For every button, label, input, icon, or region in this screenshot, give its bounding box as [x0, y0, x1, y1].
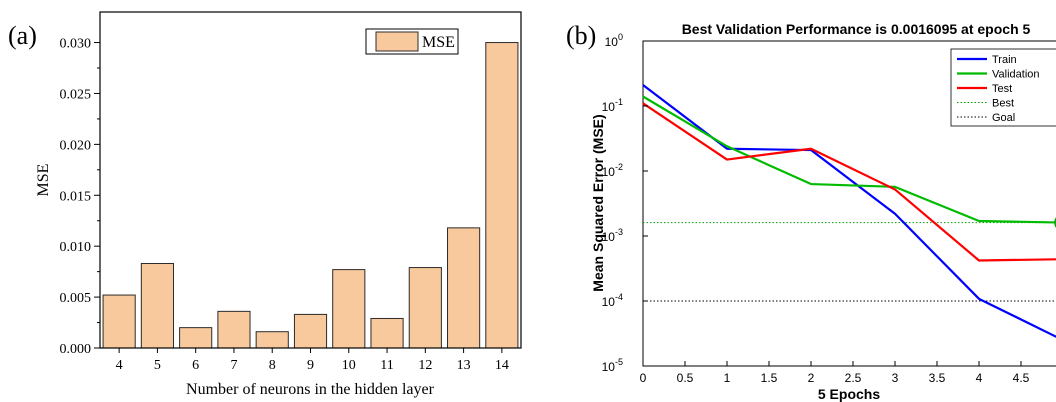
x-tick-label: 4	[976, 371, 983, 385]
y-tick-label: 100	[605, 32, 623, 49]
x-tick-label: 8	[269, 358, 276, 373]
bar-12	[408, 267, 442, 349]
y-tick-label: 0.000	[60, 342, 92, 357]
x-tick-label: 4.5	[1013, 371, 1030, 385]
legend-label-test: Test	[992, 83, 1012, 95]
legend-label-mse: MSE	[422, 34, 455, 51]
y-tick-label: 10-3	[602, 227, 623, 244]
y-tick-label: 0.025	[60, 87, 92, 102]
legend-label-goal: Goal	[992, 112, 1015, 124]
x-tick-label: 5	[154, 358, 161, 373]
mse-bars	[102, 42, 519, 349]
x-tick-label: 7	[230, 358, 237, 373]
panel-a-label: (a)	[8, 21, 37, 50]
x-tick-label: 3	[892, 371, 899, 385]
panel-a-bar-chart: (a) 0.0000.0050.0100.0150.0200.0250.030 …	[8, 11, 522, 398]
legend-label-train: Train	[992, 54, 1017, 66]
y-tick-label: 0.010	[60, 240, 92, 255]
y-tick-label: 10-2	[602, 162, 623, 179]
legend-label-validation: Validation	[992, 69, 1040, 81]
bar-9	[293, 313, 328, 349]
x-tick-label: 0.5	[677, 371, 694, 385]
panel-a-x-axis-label: Number of neurons in the hidden layer	[186, 381, 435, 398]
panel-a-x-ticks: 4 5 6 7 8 9 10 11 12 13 14	[116, 348, 509, 373]
y-tick-label: 10-4	[602, 292, 623, 309]
panel-b-label: (b)	[566, 21, 596, 50]
series-line-test	[642, 102, 1056, 262]
bar-4	[102, 294, 136, 349]
y-tick-label: 0.015	[60, 189, 92, 204]
panel-a-y-ticks: 0.000 0.005 0.010 0.015 0.020 0.025 0.030	[60, 37, 100, 357]
y-tick-label: 10-1	[602, 97, 623, 114]
x-tick-label: 10	[342, 358, 356, 373]
panel-b-legend: Train Validation Test Best Goal	[950, 48, 1056, 127]
x-tick-label: 1	[724, 371, 731, 385]
series-line-validation	[642, 95, 1056, 224]
legend-label-best: Best	[992, 98, 1014, 110]
reference-lines	[643, 222, 1056, 302]
panel-a-y-axis-label: MSE	[35, 164, 52, 197]
x-tick-label: 0	[640, 371, 647, 385]
panel-b-x-ticks: 00.511.522.533.544.55	[640, 361, 1030, 385]
best-epoch-marker	[1054, 217, 1056, 228]
bar-14	[485, 42, 519, 349]
x-tick-label: 2.5	[845, 371, 862, 385]
panel-b-x-axis-label: 5 Epochs	[818, 386, 880, 402]
panel-b-y-axis-label: Mean Squared Error (MSE)	[590, 114, 606, 291]
panel-b-title: Best Validation Performance is 0.0016095…	[682, 21, 1031, 37]
y-tick-label: 0.030	[60, 37, 92, 52]
series-lines	[642, 84, 1056, 338]
bar-7	[217, 310, 251, 349]
legend-swatch-mse	[375, 31, 419, 52]
bar-5	[140, 262, 174, 349]
x-tick-label: 13	[457, 358, 471, 373]
x-tick-label: 14	[495, 358, 509, 373]
x-tick-label: 3.5	[929, 371, 946, 385]
x-tick-label: 2	[808, 371, 815, 385]
panel-b-y-ticks: 100 10-1 10-2 10-3 10-4 10-5	[602, 32, 648, 374]
bar-13	[447, 227, 481, 349]
panel-a-legend: MSE	[365, 28, 459, 55]
x-tick-label: 11	[380, 358, 393, 373]
x-tick-label: 4	[116, 358, 123, 373]
x-tick-label: 6	[192, 358, 199, 373]
bar-10	[332, 269, 366, 349]
x-tick-label: 1.5	[761, 371, 778, 385]
bar-11	[370, 317, 404, 349]
y-tick-label: 0.005	[60, 291, 92, 306]
y-tick-label: 10-5	[602, 357, 623, 374]
bar-8	[255, 331, 289, 349]
bar-6	[179, 327, 213, 349]
y-tick-label: 0.020	[60, 138, 92, 153]
x-tick-label: 9	[307, 358, 314, 373]
panel-b-line-chart: (b) Best Validation Performance is 0.001…	[566, 21, 1056, 402]
x-tick-label: 12	[418, 358, 432, 373]
